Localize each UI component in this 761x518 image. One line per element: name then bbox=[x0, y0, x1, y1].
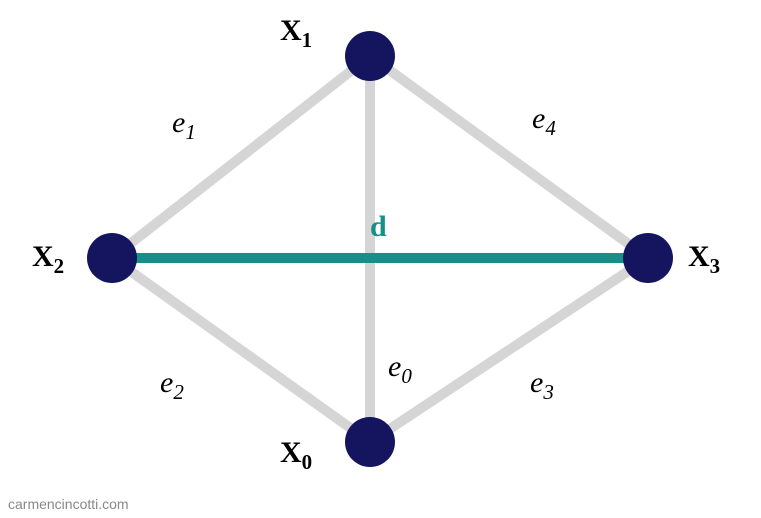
node-x0 bbox=[345, 417, 395, 467]
node-label-x3: X3 bbox=[688, 240, 720, 279]
edge-label-main: d bbox=[370, 210, 387, 243]
edge-label-d: d bbox=[370, 210, 387, 244]
edge-e2 bbox=[112, 258, 370, 442]
node-label-sub: 0 bbox=[302, 450, 313, 474]
node-label-x0: X0 bbox=[280, 436, 312, 475]
edge-label-sub: 0 bbox=[401, 364, 412, 388]
edge-label-e0: e0 bbox=[388, 350, 412, 389]
edge-label-main: e bbox=[172, 106, 185, 139]
edge-e4 bbox=[370, 56, 648, 258]
edge-e1 bbox=[112, 56, 370, 258]
edge-label-sub: 2 bbox=[173, 380, 184, 404]
node-label-main: X bbox=[280, 14, 302, 47]
node-label-x1: X1 bbox=[280, 14, 312, 53]
edge-label-sub: 1 bbox=[185, 120, 196, 144]
edge-label-sub: 3 bbox=[543, 380, 554, 404]
node-label-sub: 3 bbox=[710, 254, 721, 278]
edge-label-e3: e3 bbox=[530, 366, 554, 405]
node-label-main: X bbox=[32, 240, 54, 273]
edge-label-sub: 4 bbox=[545, 116, 556, 140]
edge-label-main: e bbox=[530, 366, 543, 399]
edge-label-e2: e2 bbox=[160, 366, 184, 405]
node-x2 bbox=[87, 233, 137, 283]
node-label-sub: 1 bbox=[302, 28, 313, 52]
edge-label-main: e bbox=[388, 350, 401, 383]
node-label-main: X bbox=[280, 436, 302, 469]
attribution-text: carmencincotti.com bbox=[8, 496, 129, 512]
node-label-sub: 2 bbox=[54, 254, 65, 278]
node-x3 bbox=[623, 233, 673, 283]
node-label-main: X bbox=[688, 240, 710, 273]
edge-label-main: e bbox=[160, 366, 173, 399]
edge-label-main: e bbox=[532, 102, 545, 135]
graph-diagram bbox=[0, 0, 761, 518]
node-label-x2: X2 bbox=[32, 240, 64, 279]
node-x1 bbox=[345, 31, 395, 81]
edge-label-e4: e4 bbox=[532, 102, 556, 141]
edge-label-e1: e1 bbox=[172, 106, 196, 145]
attribution-label: carmencincotti.com bbox=[8, 496, 129, 512]
